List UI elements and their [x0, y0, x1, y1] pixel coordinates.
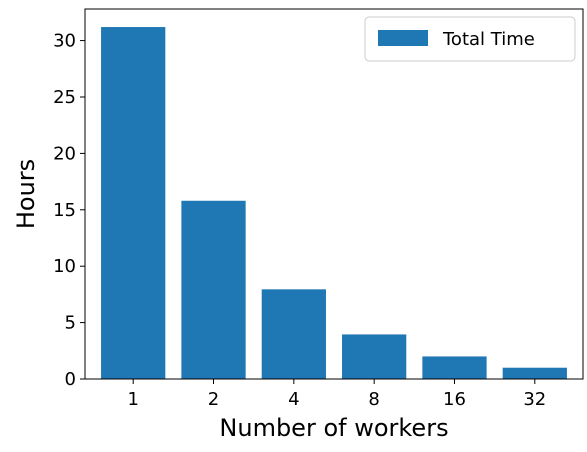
y-tick-label: 25 — [53, 87, 76, 108]
legend-label-total-time: Total Time — [442, 29, 535, 50]
x-tick-label: 16 — [443, 389, 466, 410]
x-tick-label: 1 — [127, 389, 138, 410]
bar-8 — [342, 334, 407, 379]
y-axis-label: Hours — [12, 159, 40, 229]
bar-32 — [502, 367, 567, 379]
plot-frame — [84, 8, 584, 380]
legend: Total Time — [364, 16, 576, 62]
bar-2 — [181, 200, 246, 379]
y-tick-label: 20 — [53, 143, 76, 164]
x-tick-label: 32 — [523, 389, 546, 410]
x-axis-ticks: 1 2 4 8 16 32 — [127, 379, 546, 410]
y-tick-label: 10 — [53, 256, 76, 277]
y-tick-label: 30 — [53, 31, 76, 52]
bar-4 — [261, 289, 326, 379]
y-tick-label: 15 — [53, 200, 76, 221]
x-axis-label: Number of workers — [219, 414, 448, 442]
bars-group — [101, 27, 567, 380]
y-tick-label: 0 — [65, 369, 76, 390]
y-axis-ticks: 0 5 10 15 20 25 30 — [53, 31, 85, 390]
x-tick-label: 4 — [288, 389, 299, 410]
y-tick-label: 5 — [65, 313, 76, 334]
legend-swatch — [378, 30, 428, 46]
bar-16 — [422, 356, 487, 379]
legend-box — [364, 16, 576, 62]
x-tick-label: 2 — [208, 389, 219, 410]
bar-1 — [101, 27, 166, 380]
x-tick-label: 8 — [368, 389, 379, 410]
